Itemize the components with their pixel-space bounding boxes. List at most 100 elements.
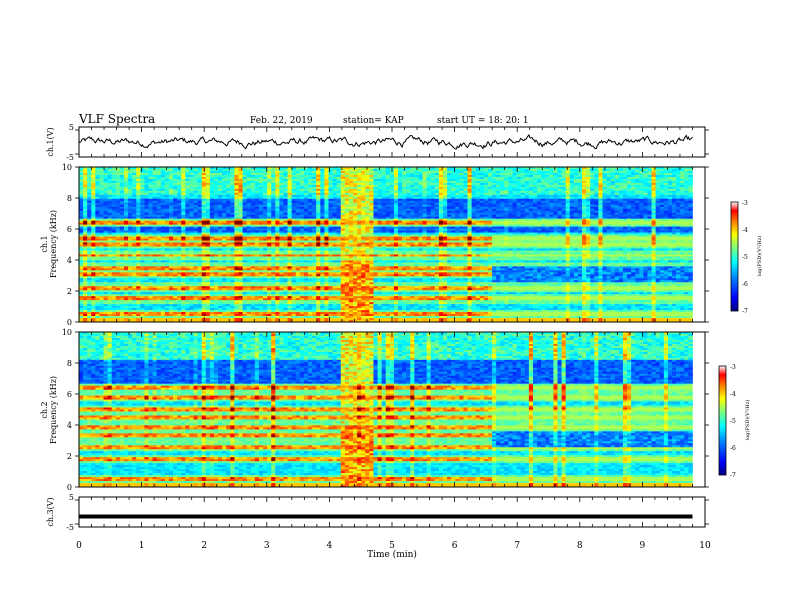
spectrogram-cell xyxy=(324,256,328,258)
spectrogram-cell xyxy=(161,173,165,175)
spectrogram-cell xyxy=(198,312,202,314)
spectrogram-cell xyxy=(149,292,153,294)
spectrogram-cell xyxy=(116,179,120,181)
spectrogram-cell xyxy=(140,173,144,175)
spectrogram-cell xyxy=(108,276,112,278)
spectrogram-cell xyxy=(259,185,263,187)
spectrogram-cell xyxy=(206,181,210,183)
spectrogram-cell xyxy=(267,294,271,296)
spectrogram-cell xyxy=(320,308,324,310)
spectrogram-cell xyxy=(304,243,308,245)
spectrogram-cell xyxy=(333,237,337,239)
spectrogram-cell xyxy=(99,250,103,252)
spectrogram-cell xyxy=(144,207,148,209)
spectrogram-cell xyxy=(247,292,251,294)
spectrogram-cell xyxy=(161,193,165,195)
spectrogram-cell xyxy=(112,171,116,173)
spectrogram-cell xyxy=(198,237,202,239)
spectrogram-cell xyxy=(116,258,120,260)
spectrogram-cell xyxy=(226,231,230,233)
spectrogram-cell xyxy=(283,209,287,211)
spectrogram-cell xyxy=(108,300,112,302)
spectrogram-cell xyxy=(300,308,304,310)
spectrogram-cell xyxy=(288,217,292,219)
spectrogram-cell xyxy=(128,314,132,316)
spectrogram-cell xyxy=(275,286,279,288)
spectrogram-cell xyxy=(296,175,300,177)
spectrogram-cell xyxy=(300,314,304,316)
spectrogram-cell xyxy=(234,284,238,286)
spectrogram-cell xyxy=(275,201,279,203)
spectrogram-cell xyxy=(320,266,324,268)
spectrogram-cell xyxy=(222,294,226,296)
spectrogram-cell xyxy=(124,235,128,237)
spectrogram-cell xyxy=(136,173,140,175)
spectrogram-cell xyxy=(263,195,267,197)
spectrogram-cell xyxy=(185,231,189,233)
spectrogram-cell xyxy=(234,270,238,272)
spectrogram-cell xyxy=(120,300,124,302)
spectrogram-cell xyxy=(316,201,320,203)
spectrogram-cell xyxy=(288,316,292,318)
spectrogram-cell xyxy=(83,239,87,241)
spectrogram-cell xyxy=(112,314,116,316)
spectrogram-cell xyxy=(157,252,161,254)
spectrogram-cell xyxy=(206,175,210,177)
spectrogram-cell xyxy=(194,171,198,173)
spectrogram-cell xyxy=(116,256,120,258)
spectrogram-cell xyxy=(247,252,251,254)
spectrogram-cell xyxy=(279,252,283,254)
spectrogram-cell xyxy=(149,245,153,247)
spectrogram-cell xyxy=(83,215,87,217)
spectrogram-cell xyxy=(230,288,234,290)
spectrogram-cell xyxy=(198,252,202,254)
spectrogram-cell xyxy=(283,231,287,233)
spectrogram-cell xyxy=(128,252,132,254)
spectrogram-cell xyxy=(296,217,300,219)
spectrogram-cell xyxy=(140,308,144,310)
spectrogram-cell xyxy=(230,175,234,177)
spectrogram-cell xyxy=(140,207,144,209)
spectrogram-cell xyxy=(243,316,247,318)
spectrogram-cell xyxy=(153,193,157,195)
spectrogram-cell xyxy=(149,264,153,266)
spectrogram-cell xyxy=(279,276,283,278)
spectrogram-cell xyxy=(161,286,165,288)
spectrogram-cell xyxy=(136,185,140,187)
spectrogram-cell xyxy=(157,201,161,203)
spectrogram-cell xyxy=(157,215,161,217)
spectrogram-cell xyxy=(128,276,132,278)
spectrogram-cell xyxy=(91,193,95,195)
spectrogram-cell xyxy=(79,171,83,173)
spectrogram-cell xyxy=(112,294,116,296)
spectrogram-cell xyxy=(206,207,210,209)
spectrogram-cell xyxy=(320,185,324,187)
spectrogram-cell xyxy=(177,211,181,213)
spectrogram-cell xyxy=(333,235,337,237)
spectrogram-cell xyxy=(194,237,198,239)
spectrogram-cell xyxy=(288,207,292,209)
spectrogram-cell xyxy=(243,193,247,195)
spectrogram-cell xyxy=(324,278,328,280)
spectrogram-cell xyxy=(230,193,234,195)
spectrogram-cell xyxy=(292,195,296,197)
spectrogram-cell xyxy=(267,229,271,231)
spectrogram-cell xyxy=(149,171,153,173)
spectrogram-cell xyxy=(267,201,271,203)
spectrogram-cell xyxy=(136,266,140,268)
spectrogram-cell xyxy=(128,292,132,294)
spectrogram-cell xyxy=(206,258,210,260)
spectrogram-cell xyxy=(304,314,308,316)
spectrogram-cell xyxy=(210,294,214,296)
spectrogram-cell xyxy=(320,316,324,318)
spectrogram-cell xyxy=(202,312,206,314)
spectrogram-cell xyxy=(87,300,91,302)
spectrogram-cell xyxy=(296,211,300,213)
spectrogram-cell xyxy=(128,215,132,217)
spectrogram-cell xyxy=(173,284,177,286)
spectrogram-cell xyxy=(104,308,108,310)
spectrogram-cell xyxy=(161,207,165,209)
spectrogram-cell xyxy=(120,203,124,205)
spectrogram-cell xyxy=(198,211,202,213)
spectrogram-cell xyxy=(218,237,222,239)
